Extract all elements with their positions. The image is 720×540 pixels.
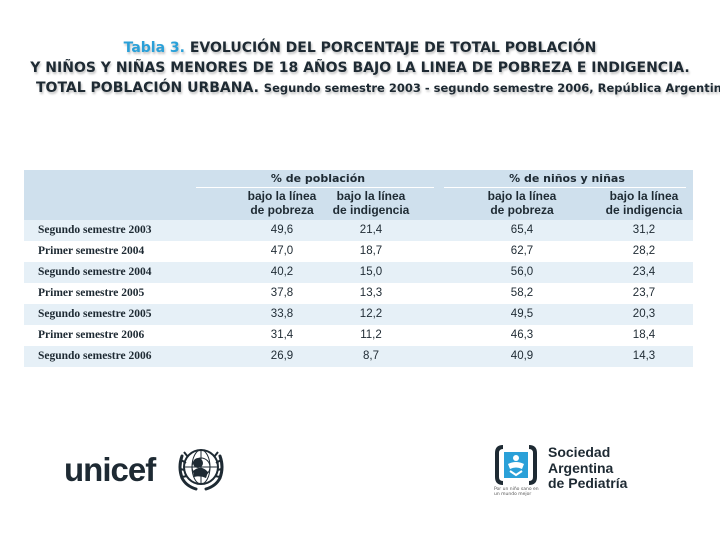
row-period: Segundo semestre 2006 [38, 350, 152, 362]
table-row: Segundo semestre 2004 40,2 15,0 56,0 23,… [24, 262, 693, 283]
row-period: Segundo semestre 2003 [38, 224, 152, 236]
cell-pobreza-poblacion: 37,8 [270, 287, 294, 299]
title-line-2: Y NIÑOS Y NIÑAS MENORES DE 18 AÑOS BAJO … [30, 60, 690, 76]
table-row: Segundo semestre 2006 26,9 8,7 40,9 14,3 [24, 346, 693, 367]
group-rule [444, 187, 686, 188]
row-period: Primer semestre 2006 [38, 329, 145, 341]
row-period: Primer semestre 2004 [38, 245, 145, 257]
cell-indigencia-poblacion: 12,2 [359, 308, 383, 320]
cell-indigencia-poblacion: 13,3 [359, 287, 383, 299]
table-header: % de población % de niños y niñas bajo l… [24, 170, 693, 220]
col-header-pobreza-ninos: bajo la línea de pobreza [487, 189, 557, 217]
cell-pobreza-poblacion: 40,2 [270, 266, 294, 278]
cell-indigencia-ninos: 31,2 [632, 224, 656, 236]
row-period: Segundo semestre 2005 [38, 308, 152, 320]
table-row: Segundo semestre 2005 33,8 12,2 49,5 20,… [24, 304, 693, 325]
cell-pobreza-poblacion: 49,6 [270, 224, 294, 236]
cell-pobreza-ninos: 62,7 [510, 245, 534, 257]
row-period: Segundo semestre 2004 [38, 266, 152, 278]
cell-indigencia-poblacion: 18,7 [359, 245, 383, 257]
title-line-3-rest: Segundo semestre 2003 - segundo semestre… [263, 81, 720, 95]
sap-name: Sociedad Argentina de Pediatría [548, 444, 628, 491]
col-header-pobreza-poblacion: bajo la línea de pobreza [247, 189, 317, 217]
cell-pobreza-ninos: 46,3 [510, 329, 534, 341]
title-line-3-bold: TOTAL POBLACIÓN URBANA. [36, 80, 259, 96]
group-rule [196, 187, 434, 188]
group-header-poblacion: % de población [270, 172, 366, 185]
sap-emblem-icon [495, 445, 537, 485]
cell-indigencia-ninos: 14,3 [632, 350, 656, 362]
cell-indigencia-ninos: 23,7 [632, 287, 656, 299]
cell-pobreza-ninos: 56,0 [510, 266, 534, 278]
cell-indigencia-poblacion: 8,7 [363, 350, 379, 362]
cell-pobreza-poblacion: 47,0 [270, 245, 294, 257]
cell-pobreza-ninos: 65,4 [510, 224, 534, 236]
cell-indigencia-ninos: 23,4 [632, 266, 656, 278]
cell-pobreza-ninos: 58,2 [510, 287, 534, 299]
title-line-1: EVOLUCIÓN DEL PORCENTAJE DE TOTAL POBLAC… [189, 40, 597, 56]
table-row: Primer semestre 2006 31,4 11,2 46,3 18,4 [24, 325, 693, 346]
table-row: Segundo semestre 2003 49,6 21,4 65,4 31,… [24, 220, 693, 241]
cell-indigencia-ninos: 28,2 [632, 245, 656, 257]
col-header-indigencia-poblacion: bajo la línea de indigencia [332, 189, 410, 217]
cell-pobreza-poblacion: 33,8 [270, 308, 294, 320]
group-header-ninos: % de niños y niñas [509, 172, 625, 185]
row-period: Primer semestre 2005 [38, 287, 145, 299]
table-number: Tabla 3. [123, 40, 185, 56]
cell-pobreza-ninos: 40,9 [510, 350, 534, 362]
data-table: % de población % de niños y niñas bajo l… [24, 170, 693, 367]
unicef-wordmark: unicef [64, 451, 156, 488]
table-title: Tabla 3. EVOLUCIÓN DEL PORCENTAJE DE TOT… [20, 38, 720, 98]
table-row: Primer semestre 2004 47,0 18,7 62,7 28,2 [24, 241, 693, 262]
cell-indigencia-poblacion: 15,0 [359, 266, 383, 278]
cell-indigencia-poblacion: 21,4 [359, 224, 383, 236]
cell-indigencia-ninos: 20,3 [632, 308, 656, 320]
cell-pobreza-poblacion: 26,9 [270, 350, 294, 362]
sap-tagline: Por un niño sano en un mundo mejor [494, 487, 539, 497]
cell-pobreza-ninos: 49,5 [510, 308, 534, 320]
table-row: Primer semestre 2005 37,8 13,3 58,2 23,7 [24, 283, 693, 304]
cell-indigencia-ninos: 18,4 [632, 329, 656, 341]
cell-indigencia-poblacion: 11,2 [360, 329, 382, 341]
col-header-indigencia-ninos: bajo la línea de indigencia [605, 189, 683, 217]
cell-pobreza-poblacion: 31,4 [270, 329, 294, 341]
unicef-emblem-icon [178, 449, 224, 491]
